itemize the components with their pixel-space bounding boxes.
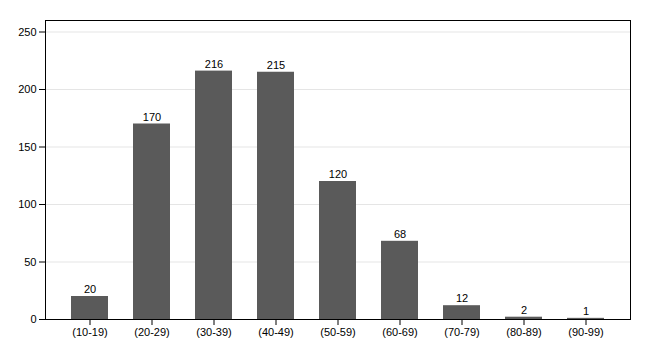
- svg-text:1: 1: [583, 305, 589, 317]
- svg-text:(50-59): (50-59): [320, 326, 355, 338]
- svg-text:(20-29): (20-29): [134, 326, 169, 338]
- svg-text:12: 12: [456, 292, 468, 304]
- svg-text:68: 68: [394, 228, 406, 240]
- svg-text:215: 215: [267, 59, 285, 71]
- svg-text:170: 170: [143, 111, 161, 123]
- svg-text:(60-69): (60-69): [382, 326, 417, 338]
- svg-text:250: 250: [18, 26, 36, 38]
- svg-text:(90-99): (90-99): [568, 326, 603, 338]
- svg-text:(70-79): (70-79): [444, 326, 479, 338]
- svg-text:100: 100: [18, 198, 36, 210]
- svg-text:(10-19): (10-19): [72, 326, 107, 338]
- svg-text:50: 50: [24, 256, 36, 268]
- svg-text:20: 20: [84, 283, 96, 295]
- svg-text:(40-49): (40-49): [258, 326, 293, 338]
- svg-text:120: 120: [329, 168, 347, 180]
- svg-text:(80-89): (80-89): [506, 326, 541, 338]
- svg-text:(30-39): (30-39): [196, 326, 231, 338]
- svg-text:216: 216: [205, 58, 223, 70]
- svg-text:150: 150: [18, 141, 36, 153]
- svg-text:200: 200: [18, 83, 36, 95]
- svg-text:0: 0: [30, 313, 36, 325]
- svg-text:2: 2: [521, 304, 527, 316]
